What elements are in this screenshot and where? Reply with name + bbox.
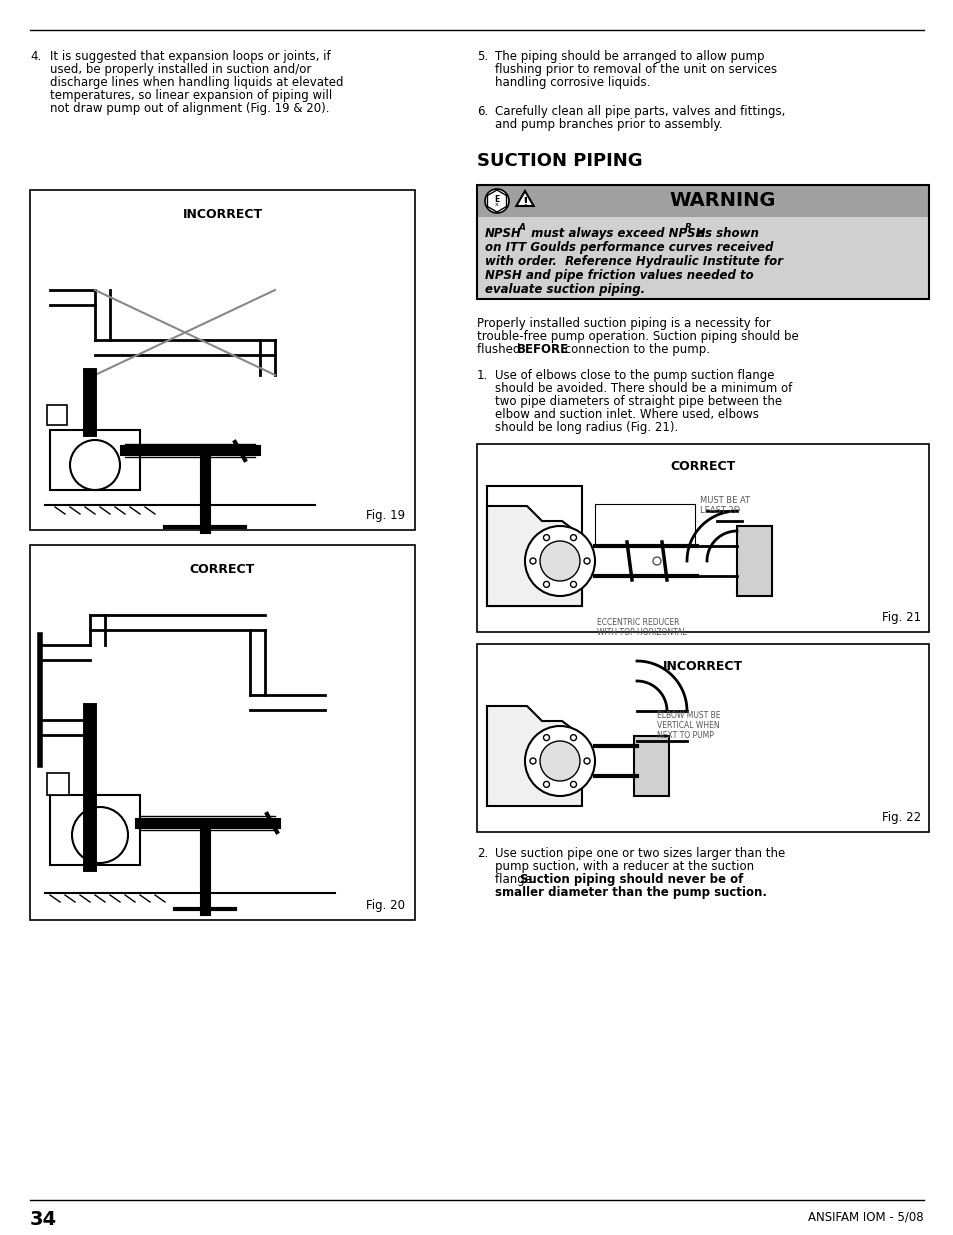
- Text: handling corrosive liquids.: handling corrosive liquids.: [495, 77, 650, 89]
- Text: 5.: 5.: [476, 49, 488, 63]
- Text: with order.  Reference Hydraulic Institute for: with order. Reference Hydraulic Institut…: [484, 254, 782, 268]
- Text: x: x: [495, 201, 498, 206]
- Circle shape: [539, 741, 579, 781]
- Circle shape: [570, 582, 576, 588]
- Text: ECCENTRIC REDUCER: ECCENTRIC REDUCER: [597, 618, 679, 627]
- Polygon shape: [486, 506, 581, 606]
- Bar: [476, 643, 928, 832]
- Text: It is suggested that expansion loops or joints, if: It is suggested that expansion loops or …: [50, 49, 331, 63]
- Text: smaller diameter than the pump suction.: smaller diameter than the pump suction.: [495, 885, 766, 899]
- Text: E: E: [494, 194, 499, 204]
- Text: should be long radius (Fig. 21).: should be long radius (Fig. 21).: [495, 421, 678, 433]
- Text: must always exceed NPSH: must always exceed NPSH: [526, 227, 705, 240]
- Text: pump suction, with a reducer at the suction: pump suction, with a reducer at the suct…: [495, 860, 753, 873]
- Text: MUST BE AT: MUST BE AT: [700, 496, 749, 505]
- Circle shape: [583, 558, 589, 564]
- Text: should be avoided. There should be a minimum of: should be avoided. There should be a min…: [495, 382, 791, 395]
- Text: BEFORE: BEFORE: [517, 343, 569, 356]
- Text: as shown: as shown: [692, 227, 758, 240]
- Text: flushed: flushed: [476, 343, 523, 356]
- Bar: [737, 526, 771, 597]
- Circle shape: [543, 582, 549, 588]
- Text: NPSH: NPSH: [484, 227, 521, 240]
- Text: two pipe diameters of straight pipe between the: two pipe diameters of straight pipe betw…: [495, 395, 781, 408]
- Text: NPSH and pipe friction values needed to: NPSH and pipe friction values needed to: [484, 269, 753, 282]
- Text: CORRECT: CORRECT: [190, 563, 254, 576]
- Text: used, be properly installed in suction and/or: used, be properly installed in suction a…: [50, 63, 311, 77]
- Text: Suction piping should never be of: Suction piping should never be of: [519, 873, 742, 885]
- Circle shape: [71, 806, 128, 863]
- Bar: [47, 773, 69, 795]
- Bar: [30, 545, 415, 920]
- Text: LEAST 2D: LEAST 2D: [700, 506, 740, 515]
- Circle shape: [570, 535, 576, 541]
- Text: 34: 34: [30, 1210, 57, 1229]
- Circle shape: [539, 541, 579, 580]
- Bar: [47, 405, 67, 425]
- Text: The piping should be arranged to allow pump: The piping should be arranged to allow p…: [495, 49, 763, 63]
- Bar: [476, 185, 928, 217]
- Text: temperatures, so linear expansion of piping will: temperatures, so linear expansion of pip…: [50, 89, 332, 103]
- Bar: [486, 487, 581, 606]
- Text: !: !: [521, 195, 527, 209]
- Circle shape: [543, 735, 549, 741]
- Bar: [30, 190, 415, 530]
- Text: ELBOW MUST BE: ELBOW MUST BE: [657, 711, 720, 720]
- Text: Fig. 20: Fig. 20: [366, 899, 405, 911]
- Bar: [50, 430, 140, 490]
- Text: 4.: 4.: [30, 49, 41, 63]
- Circle shape: [543, 535, 549, 541]
- Text: NEXT TO PUMP: NEXT TO PUMP: [657, 731, 713, 740]
- Circle shape: [524, 726, 595, 797]
- Text: 1.: 1.: [476, 369, 488, 382]
- Text: INCORRECT: INCORRECT: [662, 659, 742, 673]
- Circle shape: [583, 758, 589, 764]
- Circle shape: [524, 526, 595, 597]
- Text: Carefully clean all pipe parts, valves and fittings,: Carefully clean all pipe parts, valves a…: [495, 105, 784, 119]
- Bar: [50, 795, 140, 864]
- Text: and pump branches prior to assembly.: and pump branches prior to assembly.: [495, 119, 721, 131]
- Text: SUCTION PIPING: SUCTION PIPING: [476, 152, 642, 170]
- Text: CORRECT: CORRECT: [670, 459, 735, 473]
- Text: discharge lines when handling liquids at elevated: discharge lines when handling liquids at…: [50, 77, 343, 89]
- Circle shape: [484, 189, 509, 212]
- Text: R: R: [684, 224, 691, 232]
- Circle shape: [570, 782, 576, 788]
- Bar: [476, 185, 928, 299]
- Text: ANSIFAM IOM - 5/08: ANSIFAM IOM - 5/08: [807, 1210, 923, 1223]
- Text: Fig. 19: Fig. 19: [366, 509, 405, 522]
- Text: Fig. 22: Fig. 22: [881, 811, 920, 824]
- Polygon shape: [516, 191, 533, 206]
- Text: elbow and suction inlet. Where used, elbows: elbow and suction inlet. Where used, elb…: [495, 408, 758, 421]
- Text: A: A: [518, 224, 525, 232]
- Text: INCORRECT: INCORRECT: [182, 207, 262, 221]
- Text: Fig. 21: Fig. 21: [881, 611, 920, 624]
- Text: WARNING: WARNING: [669, 191, 776, 210]
- Text: VERTICAL WHEN: VERTICAL WHEN: [657, 721, 719, 730]
- Text: evaluate suction piping.: evaluate suction piping.: [484, 283, 644, 296]
- Text: trouble-free pump operation. Suction piping should be: trouble-free pump operation. Suction pip…: [476, 330, 798, 343]
- Text: Use suction pipe one or two sizes larger than the: Use suction pipe one or two sizes larger…: [495, 847, 784, 860]
- Text: WITH TOP HORIZONTAL: WITH TOP HORIZONTAL: [597, 629, 686, 637]
- Circle shape: [652, 557, 660, 564]
- Circle shape: [570, 735, 576, 741]
- Text: not draw pump out of alignment (Fig. 19 & 20).: not draw pump out of alignment (Fig. 19 …: [50, 103, 329, 115]
- Text: Properly installed suction piping is a necessity for: Properly installed suction piping is a n…: [476, 317, 770, 330]
- Bar: [476, 445, 928, 632]
- Circle shape: [70, 440, 120, 490]
- Circle shape: [530, 758, 536, 764]
- Text: on ITT Goulds performance curves received: on ITT Goulds performance curves receive…: [484, 241, 773, 254]
- Bar: [476, 217, 928, 299]
- Bar: [634, 736, 668, 797]
- Polygon shape: [486, 706, 581, 806]
- Text: 6.: 6.: [476, 105, 488, 119]
- Text: connection to the pump.: connection to the pump.: [560, 343, 709, 356]
- Circle shape: [543, 782, 549, 788]
- Text: flange.: flange.: [495, 873, 539, 885]
- Circle shape: [530, 558, 536, 564]
- Text: 2.: 2.: [476, 847, 488, 860]
- Text: Use of elbows close to the pump suction flange: Use of elbows close to the pump suction …: [495, 369, 774, 382]
- Text: flushing prior to removal of the unit on services: flushing prior to removal of the unit on…: [495, 63, 777, 77]
